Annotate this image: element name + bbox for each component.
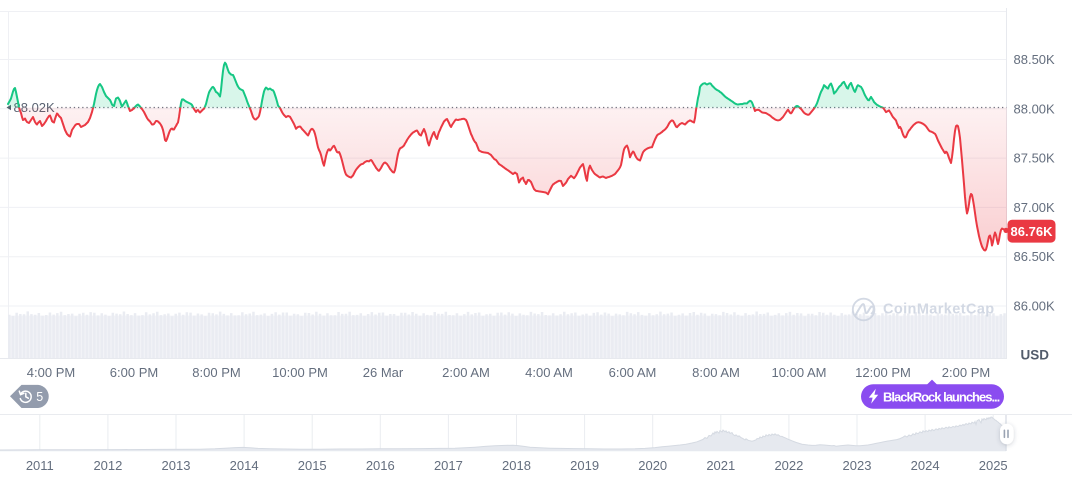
svg-text:8:00 PM: 8:00 PM bbox=[192, 365, 240, 380]
svg-text:2015: 2015 bbox=[298, 458, 327, 473]
svg-text:USD: USD bbox=[1021, 348, 1050, 363]
svg-text:10:00 AM: 10:00 AM bbox=[772, 365, 827, 380]
svg-text:5: 5 bbox=[36, 390, 43, 404]
svg-text:CoinMarketCap: CoinMarketCap bbox=[883, 302, 995, 318]
svg-text:4:00 AM: 4:00 AM bbox=[525, 365, 573, 380]
svg-text:2014: 2014 bbox=[230, 458, 259, 473]
svg-text:2021: 2021 bbox=[706, 458, 735, 473]
svg-text:2011: 2011 bbox=[26, 458, 54, 473]
svg-text:2016: 2016 bbox=[366, 458, 395, 473]
svg-text:12:00 PM: 12:00 PM bbox=[855, 365, 911, 380]
svg-text:87.00K: 87.00K bbox=[1014, 200, 1056, 215]
svg-text:2:00 AM: 2:00 AM bbox=[442, 365, 490, 380]
svg-text:2024: 2024 bbox=[911, 458, 940, 473]
svg-text:2017: 2017 bbox=[434, 458, 463, 473]
svg-text:8:00 AM: 8:00 AM bbox=[692, 365, 740, 380]
svg-text:2:00 PM: 2:00 PM bbox=[942, 365, 990, 380]
svg-text:4:00 PM: 4:00 PM bbox=[27, 365, 75, 380]
svg-text:86.00K: 86.00K bbox=[1014, 298, 1056, 313]
svg-text:BlackRock launches...: BlackRock launches... bbox=[883, 390, 1000, 405]
svg-text:2022: 2022 bbox=[774, 458, 803, 473]
svg-text:6:00 PM: 6:00 PM bbox=[110, 365, 158, 380]
svg-text:2025: 2025 bbox=[979, 458, 1008, 473]
svg-text:6:00 AM: 6:00 AM bbox=[609, 365, 657, 380]
svg-text:2012: 2012 bbox=[93, 458, 122, 473]
svg-text:2018: 2018 bbox=[502, 458, 531, 473]
svg-text:2013: 2013 bbox=[162, 458, 191, 473]
svg-text:2019: 2019 bbox=[570, 458, 599, 473]
svg-text:88.50K: 88.50K bbox=[1014, 52, 1056, 67]
svg-text:86.50K: 86.50K bbox=[1014, 249, 1056, 264]
svg-text:86.76K: 86.76K bbox=[1011, 224, 1054, 239]
svg-text:2020: 2020 bbox=[638, 458, 667, 473]
svg-text:26 Mar: 26 Mar bbox=[363, 365, 404, 380]
svg-text:88.00K: 88.00K bbox=[1014, 101, 1056, 116]
svg-text:2023: 2023 bbox=[843, 458, 872, 473]
svg-text:10:00 PM: 10:00 PM bbox=[272, 365, 328, 380]
svg-text:87.50K: 87.50K bbox=[1014, 151, 1056, 166]
